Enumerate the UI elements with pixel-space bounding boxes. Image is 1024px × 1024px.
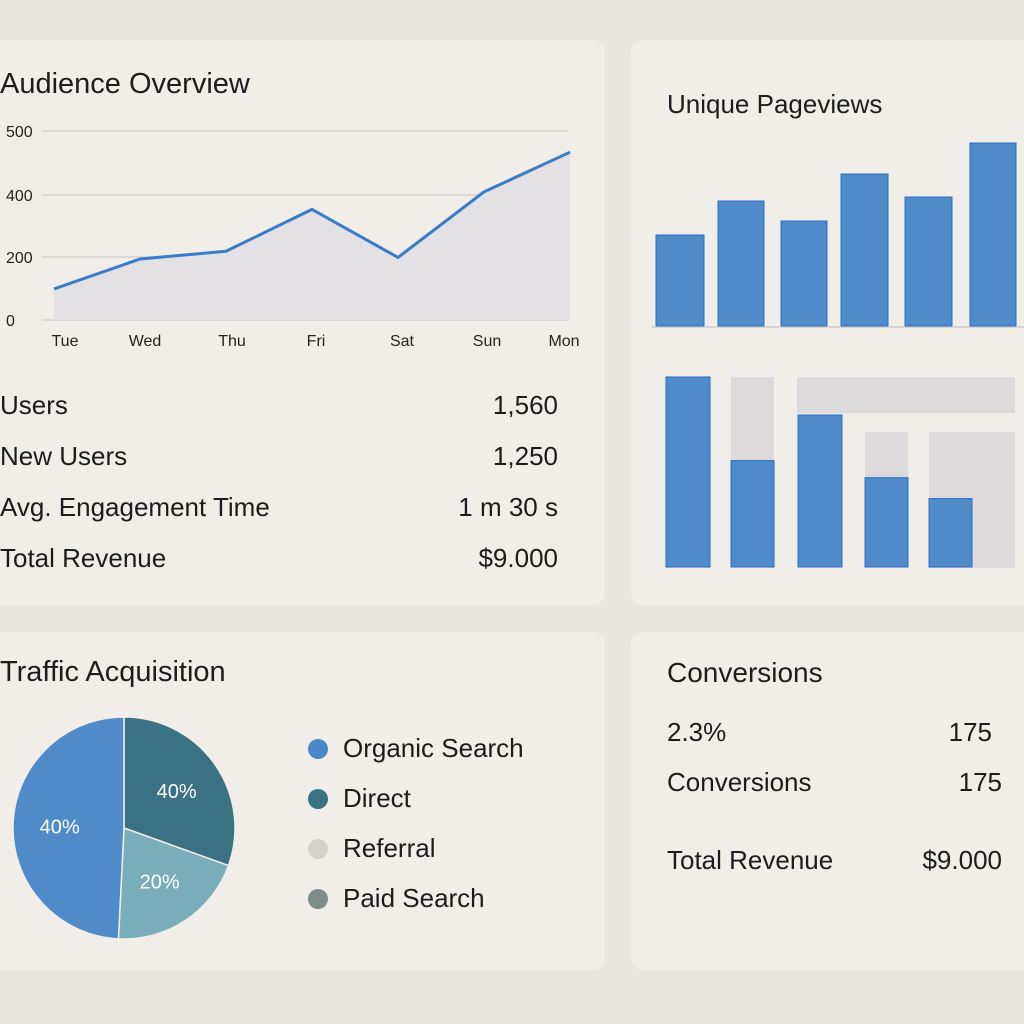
conversion-value: 175 — [958, 767, 1002, 797]
legend-item: Paid Search — [308, 883, 485, 914]
background-band — [797, 377, 1015, 413]
conversions-title: Conversions — [667, 657, 823, 688]
pie-slice-label: 40% — [157, 781, 197, 803]
pageviews-title: Unique Pageviews — [667, 89, 883, 119]
legend-dot-icon — [308, 838, 328, 859]
stat-value: $9.000 — [478, 543, 558, 573]
bar — [969, 142, 1017, 327]
bar — [864, 477, 909, 568]
conversion-label: Total Revenue — [667, 845, 834, 875]
pie-slice-label: 20% — [140, 872, 180, 894]
stat-value: 1,560 — [492, 390, 558, 420]
pie-slice-label: 40% — [40, 816, 80, 838]
legend-dot-icon — [308, 888, 328, 909]
legend-label: Direct — [343, 783, 411, 813]
legend-item: Organic Search — [308, 733, 524, 764]
audience-title: Audience Overview — [0, 68, 250, 100]
x-tick-label: Thu — [218, 333, 246, 350]
legend-label: Organic Search — [343, 733, 524, 763]
bar — [840, 173, 889, 327]
x-tick-label: Mon — [548, 333, 579, 350]
bar — [797, 414, 843, 568]
bar — [717, 200, 765, 327]
stat-value: 1,250 — [492, 441, 558, 471]
conversions-card — [631, 632, 1024, 970]
y-tick-label: 200 — [6, 250, 33, 267]
bar — [928, 498, 973, 568]
bar — [780, 220, 828, 327]
bar — [904, 196, 953, 327]
stat-value: 1 m 30 s — [458, 492, 558, 522]
stat-label: Avg. Engagement Time — [0, 492, 270, 522]
conversion-label: Conversions — [667, 767, 812, 797]
legend-label: Referral — [343, 833, 436, 863]
legend-item: Direct — [308, 783, 411, 814]
series-line — [53, 150, 571, 291]
y-tick-label: 500 — [6, 124, 33, 141]
x-tick-label: Sun — [473, 333, 501, 350]
conversion-value: $9.000 — [922, 845, 1002, 875]
x-tick-label: Tue — [52, 333, 79, 350]
legend-label: Paid Search — [343, 883, 485, 913]
pie-slice — [12, 716, 125, 940]
bar — [655, 234, 705, 327]
audience-overview-card — [0, 40, 605, 605]
y-tick-label: 400 — [6, 188, 33, 205]
area-fill — [54, 152, 570, 320]
stat-label: New Users — [0, 441, 128, 471]
x-tick-label: Sat — [390, 333, 415, 350]
pie-slice — [123, 716, 236, 867]
stat-label: Total Revenue — [0, 543, 167, 573]
bar — [730, 460, 775, 568]
bar — [665, 376, 711, 568]
x-tick-label: Wed — [129, 333, 162, 350]
pie-slice — [117, 826, 230, 940]
x-tick-label: Fri — [307, 333, 326, 350]
legend-dot-icon — [308, 788, 328, 809]
conversion-value: 175 — [948, 717, 992, 747]
stat-label: Users — [0, 390, 68, 420]
y-tick-label: 0 — [6, 313, 15, 330]
legend-dot-icon — [308, 738, 328, 759]
legend-item: Referral — [308, 833, 435, 864]
traffic-title: Traffic Acquisition — [0, 656, 226, 688]
conversion-label: 2.3% — [667, 717, 727, 747]
